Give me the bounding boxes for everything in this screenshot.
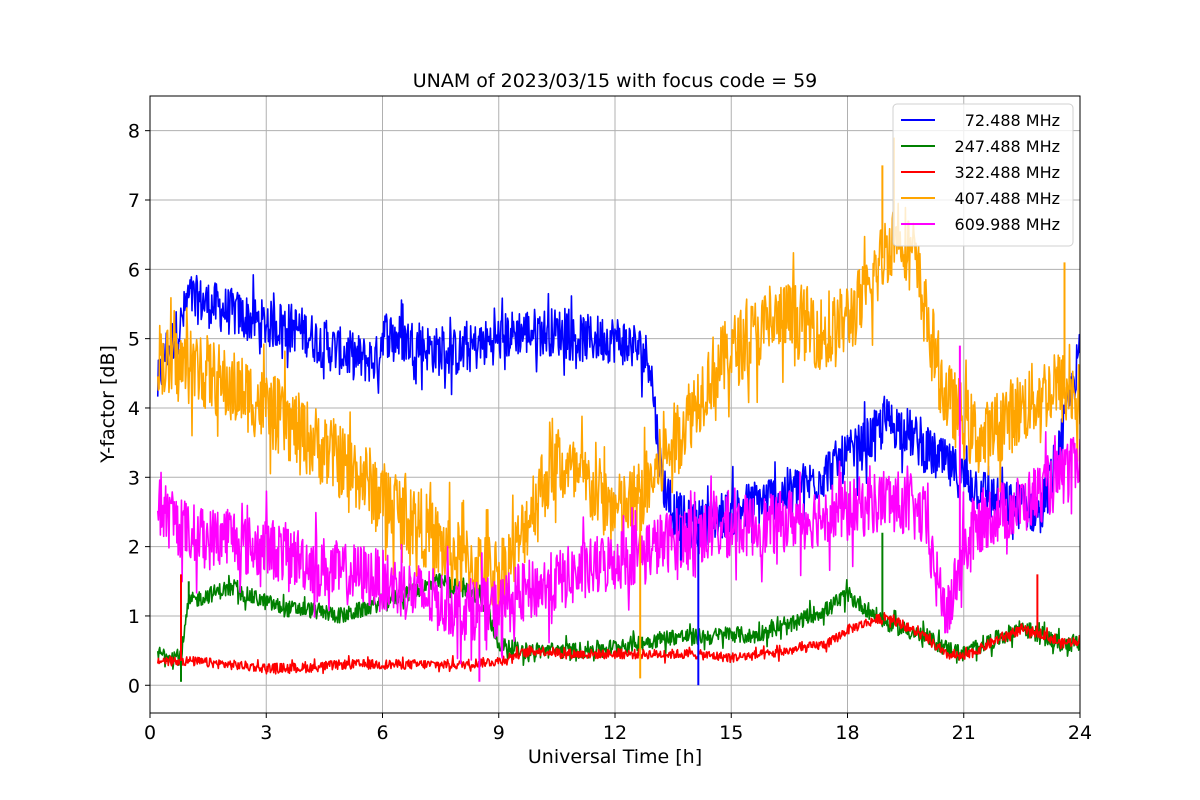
x-tick-label: 21 — [952, 722, 976, 744]
y-tick-label: 1 — [128, 606, 140, 628]
x-tick-label: 24 — [1068, 722, 1092, 744]
series-line-4 — [156, 430, 1080, 665]
x-tick-label: 3 — [260, 722, 272, 744]
series-line-2 — [156, 612, 1080, 675]
legend-label-4: 609.988 MHz — [955, 215, 1060, 234]
x-tick-label: 18 — [835, 722, 859, 744]
series-line-0 — [156, 274, 1080, 549]
x-tick-label: 0 — [144, 722, 156, 744]
legend-label-0: 72.488 MHz — [965, 111, 1060, 130]
y-tick-label: 3 — [128, 467, 140, 489]
y-axis-label: Y-factor [dB] — [97, 345, 119, 464]
legend-label-2: 322.488 MHz — [955, 163, 1060, 182]
legend: 72.488 MHz 247.488 MHz 322.488 MHz 407.488 … — [892, 103, 1074, 247]
series-layer — [156, 137, 1080, 686]
y-tick-label: 2 — [128, 537, 140, 559]
y-tick-label: 5 — [128, 329, 140, 351]
y-tick-label: 4 — [128, 398, 140, 420]
x-axis: 0 3 6 9 12 15 18 21 24 — [144, 713, 1092, 744]
x-tick-label: 9 — [493, 722, 505, 744]
x-tick-label: 15 — [719, 722, 743, 744]
y-axis: 0 1 2 3 4 5 6 7 8 — [128, 121, 150, 697]
x-axis-label: Universal Time [h] — [528, 746, 702, 768]
x-tick-label: 6 — [376, 722, 388, 744]
y-tick-label: 6 — [128, 259, 140, 281]
legend-box — [892, 103, 1074, 247]
legend-label-1: 247.488 MHz — [955, 137, 1060, 156]
x-tick-label: 12 — [603, 722, 627, 744]
y-tick-label: 8 — [128, 121, 140, 143]
y-tick-label: 7 — [128, 190, 140, 212]
legend-label-3: 407.488 MHz — [955, 189, 1060, 208]
y-tick-label: 0 — [128, 675, 140, 697]
series-line-3 — [156, 202, 1080, 612]
chart-title: UNAM of 2023/03/15 with focus code = 59 — [413, 70, 818, 92]
